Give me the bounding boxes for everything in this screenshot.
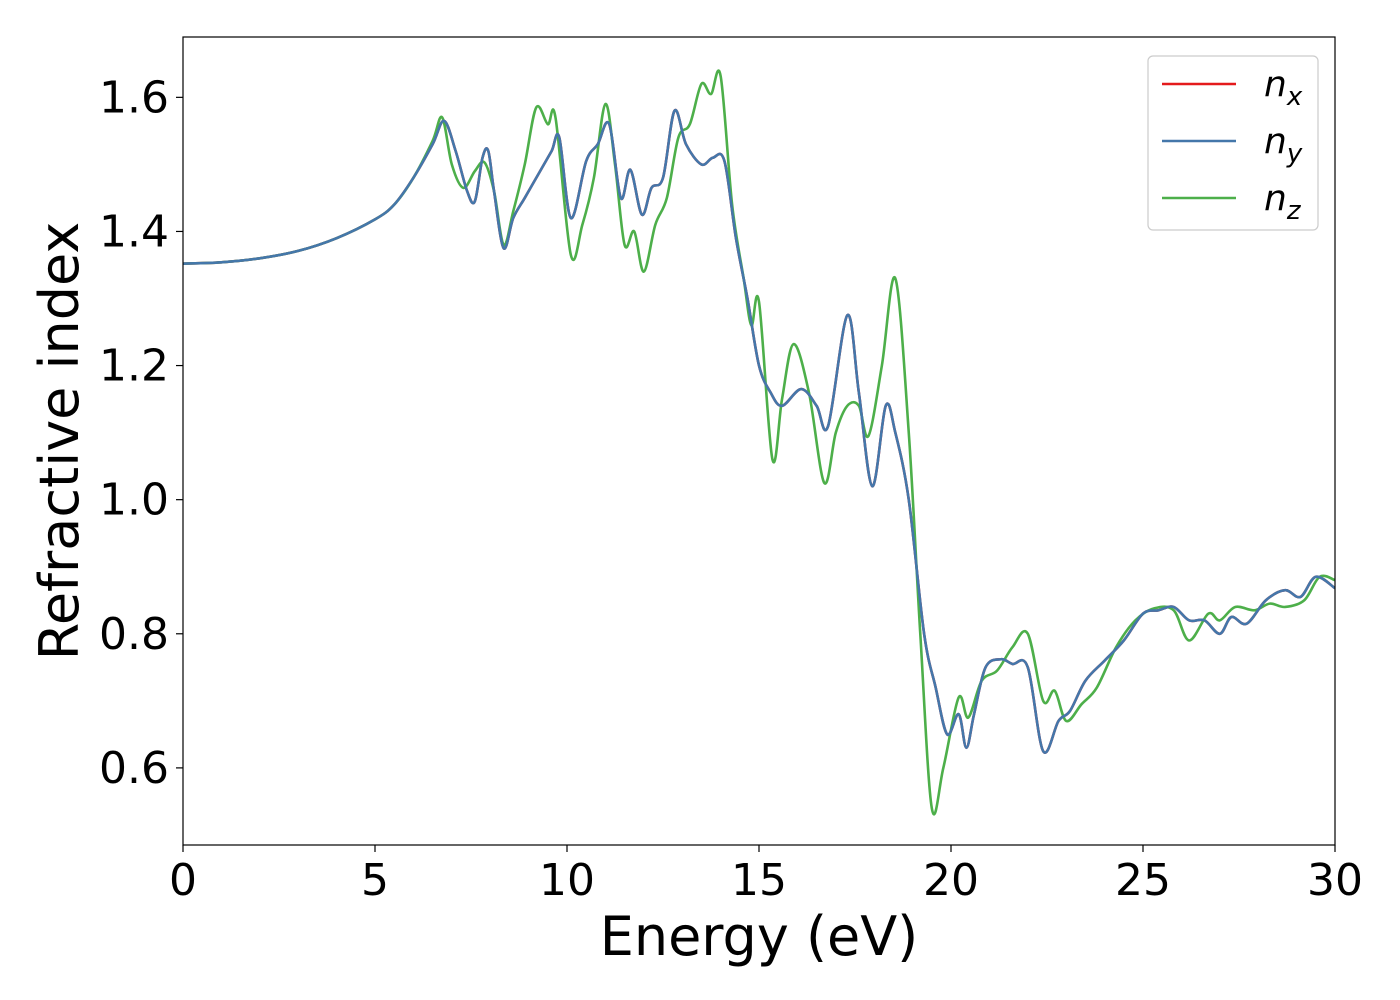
legend: nx ny nz	[1147, 55, 1319, 231]
x-tick-label: 20	[923, 855, 979, 906]
y-tick-label: 0.6	[99, 743, 169, 794]
series-line-ny	[183, 108, 1335, 754]
x-axis-ticks: 0 5 10 15 20 25 30	[169, 845, 1363, 906]
x-tick-label: 25	[1115, 855, 1171, 906]
legend-label-x: nx	[1264, 64, 1303, 112]
y-axis-ticks: 0.6 0.8 1.0 1.2 1.4 1.6	[99, 72, 183, 794]
x-tick-label: 10	[539, 855, 595, 906]
legend-label-y: ny	[1264, 121, 1303, 169]
x-axis-label: Energy (eV)	[600, 905, 919, 968]
y-tick-label: 1.6	[99, 72, 169, 123]
legend-box	[1147, 55, 1319, 231]
y-tick-label: 1.4	[99, 206, 169, 257]
x-tick-label: 5	[361, 855, 389, 906]
legend-label-z: nz	[1264, 178, 1302, 226]
x-tick-label: 30	[1307, 855, 1363, 906]
y-tick-label: 1.2	[99, 341, 169, 392]
x-tick-label: 0	[169, 855, 197, 906]
y-tick-label: 1.0	[99, 475, 169, 526]
y-axis-label: Refractive index	[28, 222, 91, 661]
y-tick-label: 0.8	[99, 609, 169, 660]
x-tick-label: 15	[731, 855, 787, 906]
series-layer	[183, 69, 1335, 816]
